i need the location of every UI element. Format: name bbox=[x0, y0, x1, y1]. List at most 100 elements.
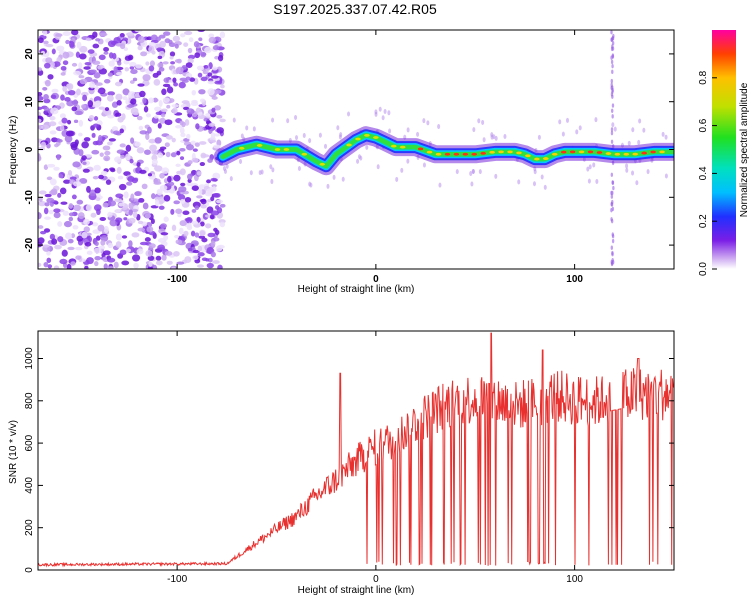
ridge-peak-cell bbox=[596, 151, 603, 154]
noise-cell bbox=[131, 254, 141, 262]
noise-cell bbox=[49, 233, 56, 240]
snr-x-tick-label: -100 bbox=[167, 574, 187, 585]
noise-cell bbox=[38, 190, 47, 195]
noise-cell bbox=[164, 142, 170, 148]
noise-cell bbox=[95, 197, 101, 202]
noise-cell bbox=[199, 98, 205, 103]
noise-cell bbox=[207, 72, 213, 77]
scatter-cell bbox=[252, 126, 256, 132]
scatter-cell bbox=[232, 117, 236, 123]
noise-cell bbox=[199, 162, 206, 167]
noise-cell bbox=[177, 213, 182, 218]
noise-cell bbox=[38, 37, 44, 44]
noise-cell bbox=[119, 143, 126, 148]
noise-cell bbox=[157, 122, 162, 129]
noise-cell bbox=[62, 51, 70, 59]
noise-cell bbox=[97, 134, 103, 142]
noise-cell bbox=[155, 260, 163, 266]
noise-cell bbox=[198, 141, 207, 145]
noise-cell bbox=[131, 232, 140, 238]
spike-cell bbox=[611, 199, 614, 205]
ridge-peak-cell bbox=[417, 147, 424, 151]
noise-cell bbox=[152, 72, 159, 78]
noise-cell bbox=[94, 85, 99, 91]
noise-cell bbox=[123, 59, 130, 65]
noise-cell bbox=[178, 81, 186, 89]
spike-cell bbox=[611, 63, 614, 69]
noise-cell bbox=[76, 235, 83, 242]
noise-cell bbox=[175, 239, 183, 245]
noise-cell bbox=[57, 192, 62, 198]
noise-cell bbox=[93, 72, 101, 79]
scatter-cell bbox=[661, 131, 665, 137]
noise-cell bbox=[83, 218, 90, 226]
ridge-peak-cell bbox=[632, 152, 639, 156]
noise-cell bbox=[118, 202, 125, 207]
noise-cell bbox=[196, 216, 201, 223]
scatter-cell bbox=[558, 119, 562, 125]
noise-cell bbox=[192, 148, 198, 152]
noise-cell bbox=[130, 137, 135, 144]
noise-cell bbox=[125, 153, 131, 161]
noise-cell bbox=[113, 66, 118, 74]
scatter-cell bbox=[503, 133, 507, 139]
ridge-peak-cell bbox=[382, 140, 388, 144]
scatter-cell bbox=[592, 162, 596, 168]
heatmap-y-label: Frequency (Hz) bbox=[8, 116, 19, 185]
noise-cell bbox=[185, 62, 193, 68]
noise-cell bbox=[211, 107, 216, 113]
noise-cell bbox=[114, 198, 122, 202]
noise-cell bbox=[62, 85, 68, 92]
noise-cell bbox=[128, 209, 133, 216]
noise-cell bbox=[191, 89, 196, 96]
noise-cell bbox=[68, 216, 74, 222]
noise-cell bbox=[201, 237, 208, 243]
noise-cell bbox=[176, 150, 181, 156]
noise-cell bbox=[82, 94, 88, 102]
spike-cell bbox=[610, 59, 614, 65]
noise-cell bbox=[98, 54, 106, 61]
noise-cell bbox=[38, 153, 41, 161]
snr-series bbox=[38, 332, 674, 568]
spike-cell bbox=[610, 127, 614, 132]
scatter-cell bbox=[482, 137, 486, 143]
noise-cell bbox=[144, 213, 151, 219]
noise-cell bbox=[117, 61, 122, 66]
ridge-peak-cell bbox=[310, 158, 317, 162]
noise-cell bbox=[92, 31, 98, 38]
noise-cell bbox=[53, 166, 60, 171]
scatter-cell bbox=[422, 118, 426, 124]
noise-cell bbox=[82, 168, 90, 173]
noise-cell bbox=[203, 65, 209, 69]
noise-cell bbox=[48, 209, 54, 215]
noise-cell bbox=[200, 51, 207, 58]
scatter-cell bbox=[229, 176, 233, 182]
noise-cell bbox=[210, 75, 219, 79]
scatter-cell bbox=[374, 109, 378, 115]
noise-cell bbox=[73, 181, 82, 187]
noise-cell bbox=[214, 55, 220, 60]
noise-cell bbox=[107, 266, 114, 269]
ridge-peak-cell bbox=[229, 150, 236, 153]
scatter-cell bbox=[383, 108, 387, 114]
noise-cell bbox=[95, 235, 101, 241]
scatter-cell bbox=[400, 167, 404, 173]
noise-cell bbox=[126, 181, 133, 186]
noise-cell bbox=[212, 172, 221, 180]
noise-cell bbox=[123, 191, 129, 199]
noise-cell bbox=[73, 204, 81, 212]
ridge-peak-cell bbox=[650, 150, 656, 154]
noise-cell bbox=[148, 65, 155, 72]
noise-cell bbox=[88, 115, 95, 121]
spike-cell bbox=[610, 245, 614, 250]
scatter-cell bbox=[359, 155, 363, 161]
noise-cell bbox=[123, 47, 128, 52]
noise-cell bbox=[60, 65, 67, 71]
scatter-cell bbox=[588, 164, 592, 170]
noise-cell bbox=[175, 208, 183, 214]
noise-cell bbox=[94, 82, 103, 86]
noise-cell bbox=[211, 66, 218, 71]
noise-cell bbox=[121, 113, 126, 121]
